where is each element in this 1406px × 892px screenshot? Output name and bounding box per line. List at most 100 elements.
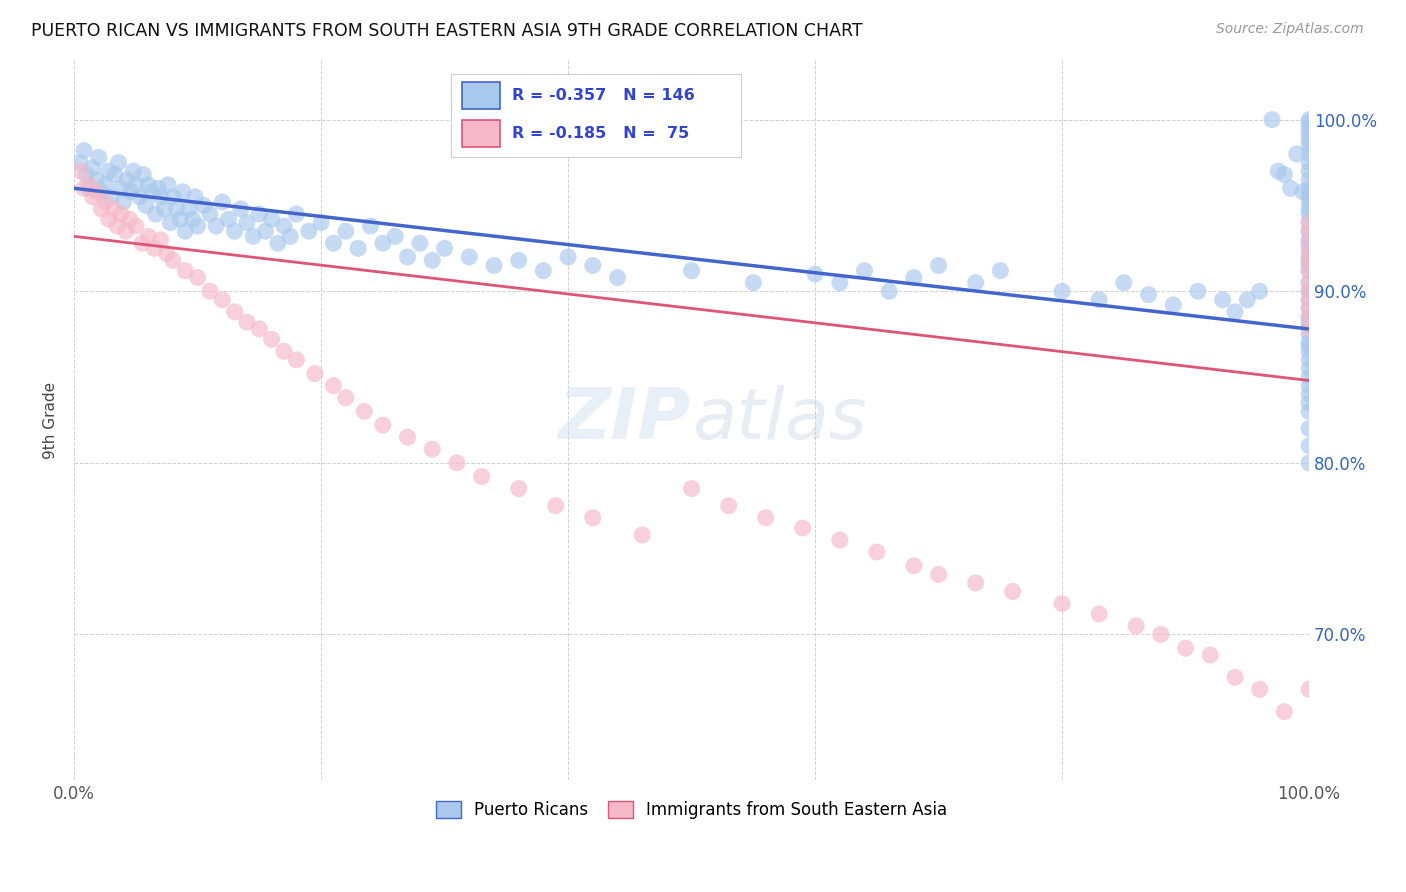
Point <box>174 263 197 277</box>
Point <box>90 185 112 199</box>
Point <box>1298 236 1320 251</box>
Point <box>1298 207 1320 221</box>
Point <box>110 181 132 195</box>
Point <box>82 190 104 204</box>
Point <box>118 212 141 227</box>
Point <box>177 202 200 216</box>
Point <box>1174 641 1197 656</box>
Point <box>247 322 270 336</box>
Point <box>1285 147 1308 161</box>
Point <box>1298 404 1320 418</box>
Point <box>1298 276 1320 290</box>
Point <box>115 224 138 238</box>
Point <box>97 164 120 178</box>
Point <box>104 168 127 182</box>
Point <box>384 229 406 244</box>
Point <box>73 144 96 158</box>
Point <box>965 276 987 290</box>
Point <box>229 202 252 216</box>
Point <box>828 533 851 547</box>
Point <box>135 198 157 212</box>
Point <box>322 378 344 392</box>
Point <box>1292 185 1315 199</box>
Point <box>1298 344 1320 359</box>
Point <box>353 404 375 418</box>
Point <box>1279 181 1302 195</box>
Point <box>1272 705 1295 719</box>
Point <box>97 212 120 227</box>
Point <box>1298 301 1320 316</box>
Point <box>120 185 142 199</box>
Point <box>1298 456 1320 470</box>
Point <box>198 285 221 299</box>
Point <box>1249 682 1271 697</box>
Point <box>1298 285 1320 299</box>
Point <box>273 219 295 233</box>
Point <box>278 229 301 244</box>
Point <box>1298 315 1320 329</box>
Point <box>125 178 148 192</box>
Point <box>1298 361 1320 376</box>
Point <box>73 181 96 195</box>
Point <box>1199 648 1222 662</box>
Text: PUERTO RICAN VS IMMIGRANTS FROM SOUTH EASTERN ASIA 9TH GRADE CORRELATION CHART: PUERTO RICAN VS IMMIGRANTS FROM SOUTH EA… <box>31 22 862 40</box>
Point <box>1298 246 1320 260</box>
Point <box>582 510 605 524</box>
Point <box>1298 233 1320 247</box>
Point <box>508 253 530 268</box>
Point <box>87 150 110 164</box>
Point <box>928 567 950 582</box>
Point <box>1298 301 1320 316</box>
Point <box>544 499 567 513</box>
Point <box>482 259 505 273</box>
Point <box>1298 293 1320 307</box>
Point <box>1298 352 1320 367</box>
Point <box>903 270 925 285</box>
Point <box>928 259 950 273</box>
Point <box>1298 322 1320 336</box>
Point <box>254 224 277 238</box>
Point <box>360 219 382 233</box>
Point <box>1298 253 1320 268</box>
Point <box>371 418 394 433</box>
Point <box>582 259 605 273</box>
Point <box>1249 285 1271 299</box>
Point <box>1298 339 1320 353</box>
Point <box>903 558 925 573</box>
Point <box>94 194 117 209</box>
Point <box>1187 285 1209 299</box>
Point <box>298 224 321 238</box>
Point <box>198 207 221 221</box>
Point <box>187 270 209 285</box>
Point <box>804 267 827 281</box>
Point <box>103 202 125 216</box>
Point <box>1298 276 1320 290</box>
Point <box>1298 310 1320 324</box>
Point <box>965 576 987 591</box>
Point <box>335 391 357 405</box>
Point <box>1112 276 1135 290</box>
Point <box>347 241 370 255</box>
Point <box>224 224 246 238</box>
Point <box>112 194 135 209</box>
Point <box>396 430 419 444</box>
Point <box>169 212 191 227</box>
Point <box>755 510 778 524</box>
Point <box>1298 318 1320 333</box>
Point <box>1161 298 1184 312</box>
Point <box>557 250 579 264</box>
Point <box>100 190 122 204</box>
Point <box>420 253 443 268</box>
Point <box>1298 216 1320 230</box>
Point <box>471 469 494 483</box>
Point <box>162 190 184 204</box>
Point <box>217 212 239 227</box>
Point <box>247 207 270 221</box>
Point <box>69 155 91 169</box>
Point <box>285 207 308 221</box>
Point <box>304 367 326 381</box>
Point <box>172 185 194 199</box>
Point <box>866 545 889 559</box>
Point <box>1298 127 1320 141</box>
Point <box>1223 670 1246 684</box>
